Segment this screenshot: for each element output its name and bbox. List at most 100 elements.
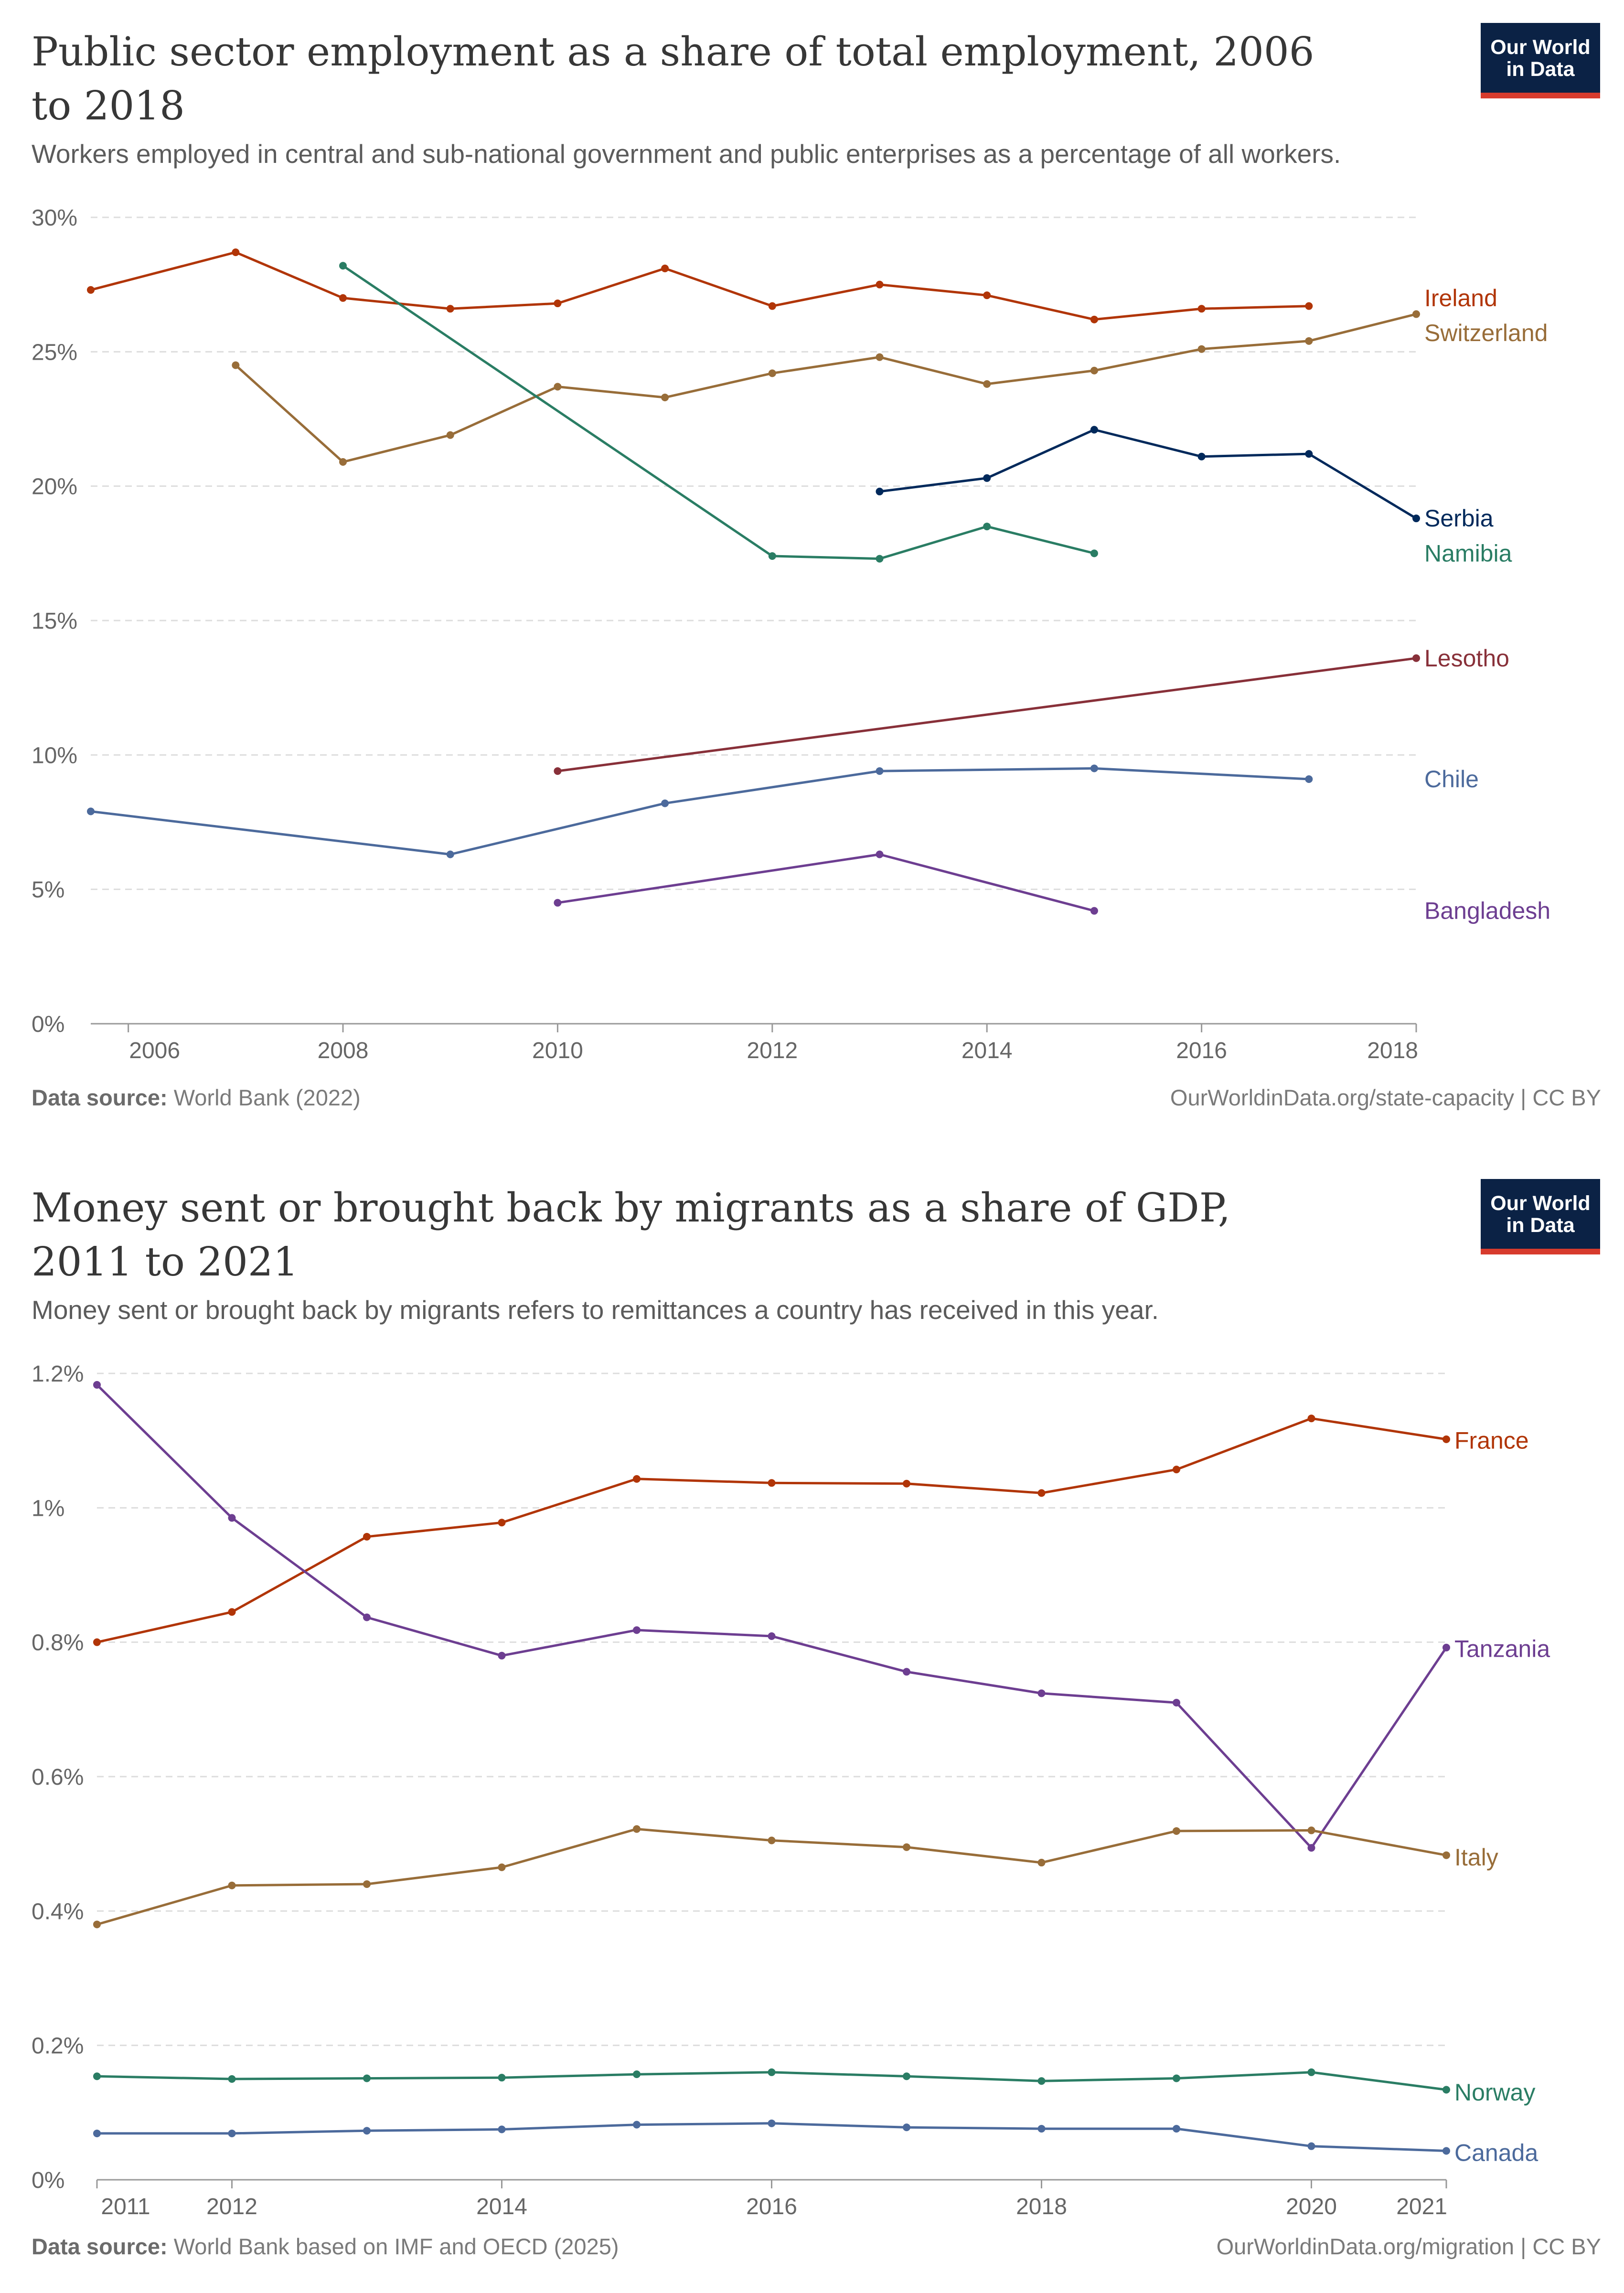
- data-point-france: [768, 1479, 776, 1487]
- data-point-norway: [93, 2072, 101, 2080]
- data-point-switzerland: [1412, 310, 1420, 318]
- license-link[interactable]: OurWorldinData.org/state-capacity | CC B…: [1170, 1085, 1601, 1110]
- series-label-switzerland: Switzerland: [1424, 320, 1548, 346]
- logo-line-1: Our World: [1490, 1192, 1591, 1215]
- data-point-norway: [228, 2075, 236, 2083]
- data-point-canada: [1307, 2142, 1315, 2150]
- data-point-chile: [661, 799, 669, 807]
- data-point-bangladesh: [876, 850, 884, 858]
- data-point-france: [228, 1608, 236, 1616]
- data-point-italy: [903, 1843, 910, 1851]
- data-point-canada: [1442, 2147, 1450, 2155]
- data-point-tanzania: [1307, 1844, 1315, 1852]
- data-source: Data source: World Bank (2022): [32, 1084, 361, 1111]
- data-point-chile: [876, 767, 884, 775]
- data-point-ireland: [1090, 315, 1098, 323]
- y-tick-label: 1%: [32, 1496, 64, 1521]
- series-label-canada: Canada: [1454, 2140, 1538, 2166]
- series-label-ireland: Ireland: [1424, 285, 1497, 311]
- data-point-canada: [1173, 2125, 1180, 2133]
- data-point-ireland: [446, 305, 454, 313]
- data-point-tanzania: [363, 1613, 371, 1621]
- series-line-switzerland: [235, 313, 1417, 463]
- series-label-italy: Italy: [1454, 1844, 1498, 1871]
- data-point-ireland: [1197, 305, 1206, 313]
- series-label-chile: Chile: [1424, 766, 1479, 793]
- data-point-italy: [633, 1825, 641, 1833]
- data-point-norway: [768, 2068, 776, 2076]
- logo-line-2: in Data: [1506, 58, 1575, 81]
- data-point-norway: [363, 2074, 371, 2082]
- data-point-namibia: [1090, 549, 1098, 557]
- data-point-chile: [1090, 764, 1098, 772]
- data-point-canada: [93, 2129, 101, 2137]
- x-tick-label: 2006: [129, 1038, 180, 1063]
- x-tick-label: 2012: [206, 2194, 257, 2219]
- data-point-tanzania: [228, 1514, 236, 1522]
- chart-title: Public sector employment as a share of t…: [32, 29, 1314, 129]
- data-point-france: [1037, 1489, 1046, 1497]
- x-tick-label: 2018: [1016, 2194, 1067, 2219]
- y-tick-label: 5%: [32, 878, 64, 903]
- data-point-switzerland: [1305, 337, 1313, 345]
- series-line-bangladesh: [557, 853, 1095, 912]
- data-point-lesotho: [1412, 654, 1420, 662]
- data-point-norway: [633, 2070, 641, 2079]
- data-point-ireland: [768, 302, 776, 310]
- y-tick-label: 15%: [32, 609, 77, 634]
- data-point-serbia: [1197, 452, 1206, 461]
- x-tick-label: 2012: [747, 1038, 798, 1063]
- data-point-italy: [228, 1881, 236, 1889]
- x-tick-label: 2016: [746, 2194, 797, 2219]
- data-point-serbia: [1090, 426, 1098, 434]
- data-point-tanzania: [1037, 1689, 1046, 1697]
- series-line-france: [96, 1417, 1447, 1644]
- data-point-norway: [1307, 2068, 1315, 2076]
- data-point-ireland: [232, 248, 240, 257]
- chart-panel-public-sector: Public sector employment as a share of t…: [0, 0, 1624, 1146]
- x-tick-label: 2014: [476, 2194, 527, 2219]
- y-tick-label: 0.8%: [32, 1630, 84, 1656]
- chart-panel-remittances: Money sent or brought back by migrants a…: [0, 1156, 1624, 2293]
- logo-line-2: in Data: [1506, 1214, 1575, 1237]
- data-point-italy: [498, 1863, 506, 1871]
- data-point-switzerland: [1197, 345, 1206, 353]
- data-point-chile: [446, 850, 454, 858]
- data-point-bangladesh: [554, 899, 562, 907]
- series-line-ireland: [90, 251, 1309, 321]
- data-point-serbia: [1412, 514, 1420, 523]
- y-tick-label: 25%: [32, 340, 77, 365]
- owid-logo[interactable]: Our World in Data: [1481, 1179, 1600, 1254]
- data-point-switzerland: [232, 361, 240, 369]
- data-point-france: [903, 1479, 910, 1488]
- data-source-text: World Bank based on IMF and OECD (2025): [173, 2234, 619, 2259]
- data-point-france: [1307, 1414, 1315, 1423]
- y-tick-label: 10%: [32, 743, 77, 768]
- data-point-canada: [903, 2123, 910, 2132]
- y-tick-label: 20%: [32, 474, 77, 500]
- data-point-ireland: [87, 286, 95, 294]
- series-line-canada: [97, 2122, 1447, 2152]
- data-point-canada: [363, 2127, 371, 2135]
- data-point-norway: [1442, 2086, 1450, 2094]
- data-point-namibia: [768, 552, 776, 560]
- series-label-norway: Norway: [1454, 2079, 1535, 2106]
- data-point-switzerland: [768, 369, 776, 377]
- license-link[interactable]: OurWorldinData.org/migration | CC BY: [1216, 2234, 1601, 2259]
- y-tick-label: 0.4%: [32, 1899, 84, 1924]
- series-label-namibia: Namibia: [1424, 540, 1512, 567]
- data-point-canada: [498, 2125, 506, 2133]
- owid-logo[interactable]: Our World in Data: [1481, 23, 1600, 98]
- data-point-france: [633, 1475, 641, 1483]
- series-label-france: France: [1454, 1427, 1529, 1454]
- data-point-namibia: [876, 555, 884, 563]
- data-point-france: [363, 1532, 371, 1541]
- data-point-tanzania: [768, 1632, 776, 1640]
- x-tick-label: 2011: [101, 2194, 150, 2219]
- data-point-switzerland: [339, 458, 347, 466]
- data-point-tanzania: [1173, 1699, 1180, 1707]
- data-point-switzerland: [661, 393, 669, 401]
- data-point-norway: [1173, 2074, 1180, 2082]
- data-point-italy: [1173, 1827, 1180, 1835]
- data-point-ireland: [661, 264, 669, 272]
